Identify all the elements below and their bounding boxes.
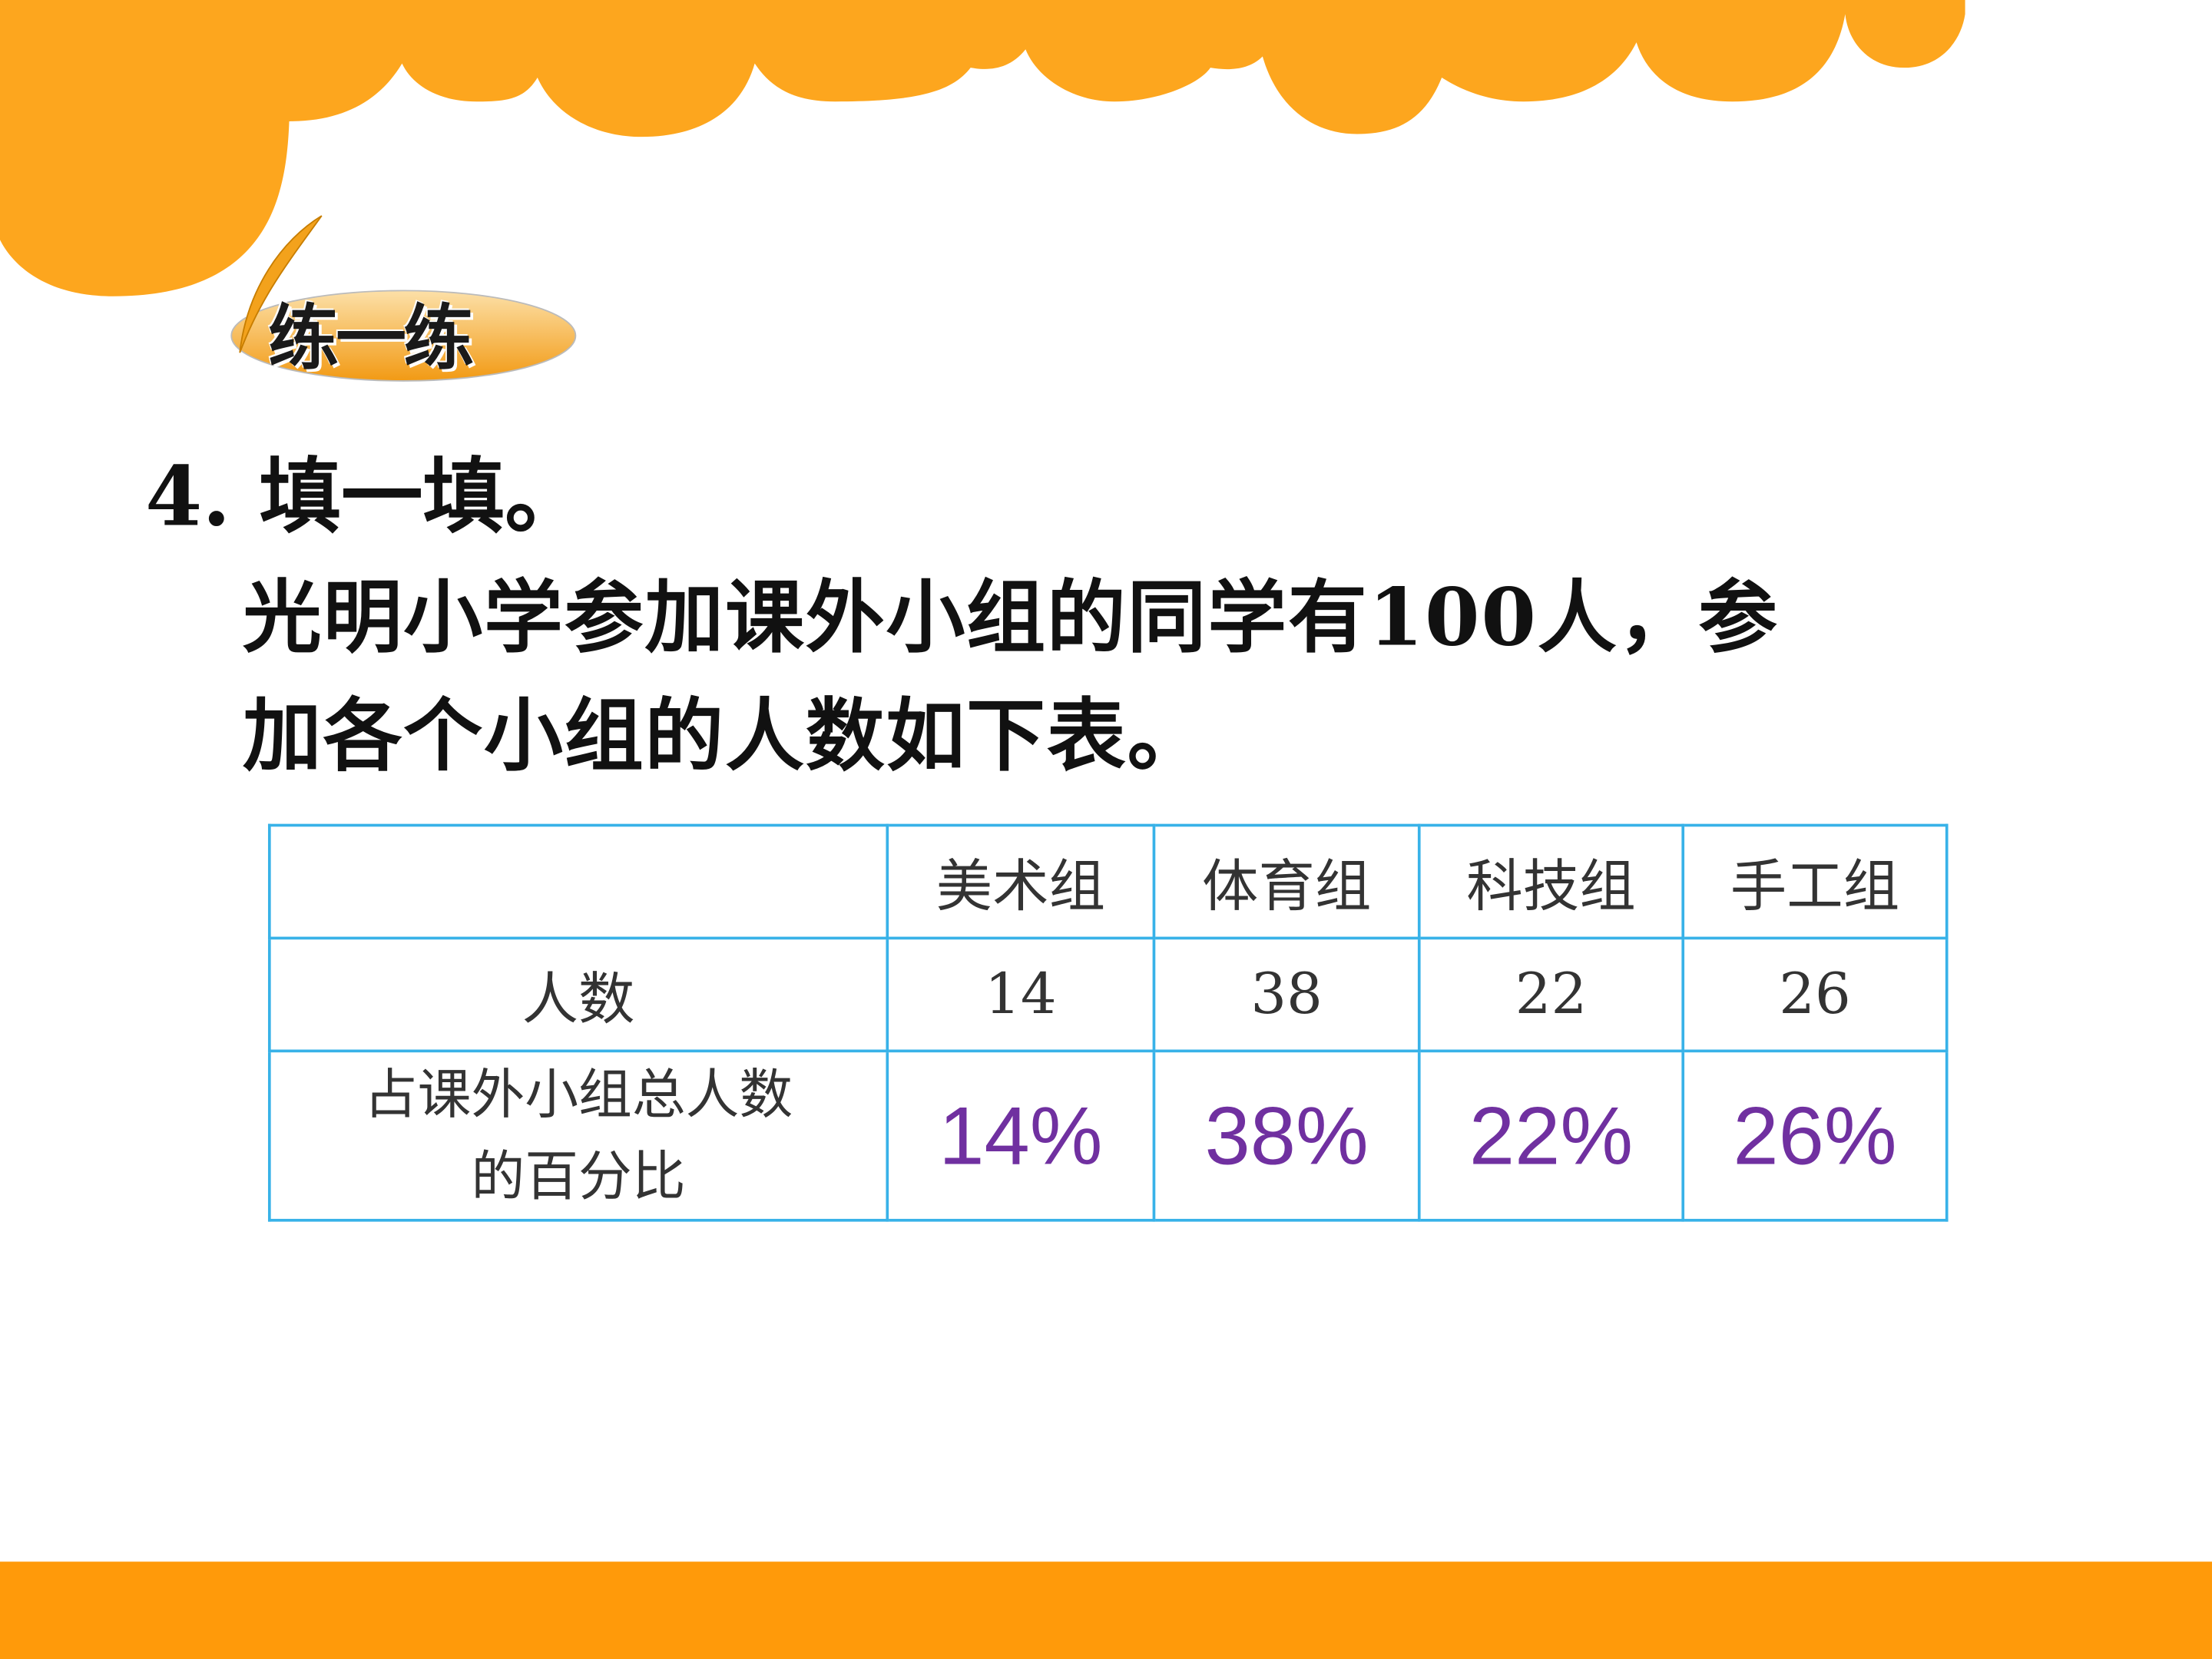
practice-badge: [230, 215, 577, 382]
header-cell: 美术组: [886, 823, 1156, 940]
question-text-line: 加各个小组的人数如下表。: [242, 690, 1208, 783]
answer-cell: 38%: [1152, 1049, 1421, 1222]
table-row: 人数 14 38 22 26: [267, 936, 1949, 1053]
answer-cell: 22%: [1417, 1049, 1685, 1222]
answer-cell: 14%: [886, 1049, 1156, 1222]
feather-icon: [239, 215, 323, 353]
table-row: 占课外小组总人数 的百分比 14% 38% 22% 26%: [267, 1049, 1949, 1222]
header-cell: 科技组: [1417, 823, 1685, 940]
bottom-bar: [0, 1561, 2212, 1659]
cell: 26: [1681, 936, 1949, 1053]
header-cell: 体育组: [1152, 823, 1421, 940]
question-text-line: 光明小学参加课外小组的同学有100人，参: [242, 571, 1779, 665]
header-cell: [267, 823, 889, 940]
row-label-line: 占课外小组总人数: [363, 1063, 793, 1126]
badge-label: 练一练: [267, 297, 474, 380]
data-table: 美术组 体育组 科技组 手工组 人数 14 38 22 26 占课外小组总人数的…: [267, 823, 1949, 1222]
row-label: 占课外小组总人数 的百分比: [267, 1049, 889, 1222]
cell: 14: [886, 936, 1156, 1053]
question-title: 4. 填一填。: [145, 449, 587, 545]
cell: 38: [1152, 936, 1421, 1053]
table-header-row: 美术组 体育组 科技组 手工组: [267, 823, 1949, 940]
cell: 22: [1417, 936, 1685, 1053]
answer-cell: 26%: [1681, 1049, 1949, 1222]
row-label-line: 的百分比: [471, 1145, 686, 1208]
header-cell: 手工组: [1681, 823, 1949, 940]
row-label: 人数: [267, 936, 889, 1053]
